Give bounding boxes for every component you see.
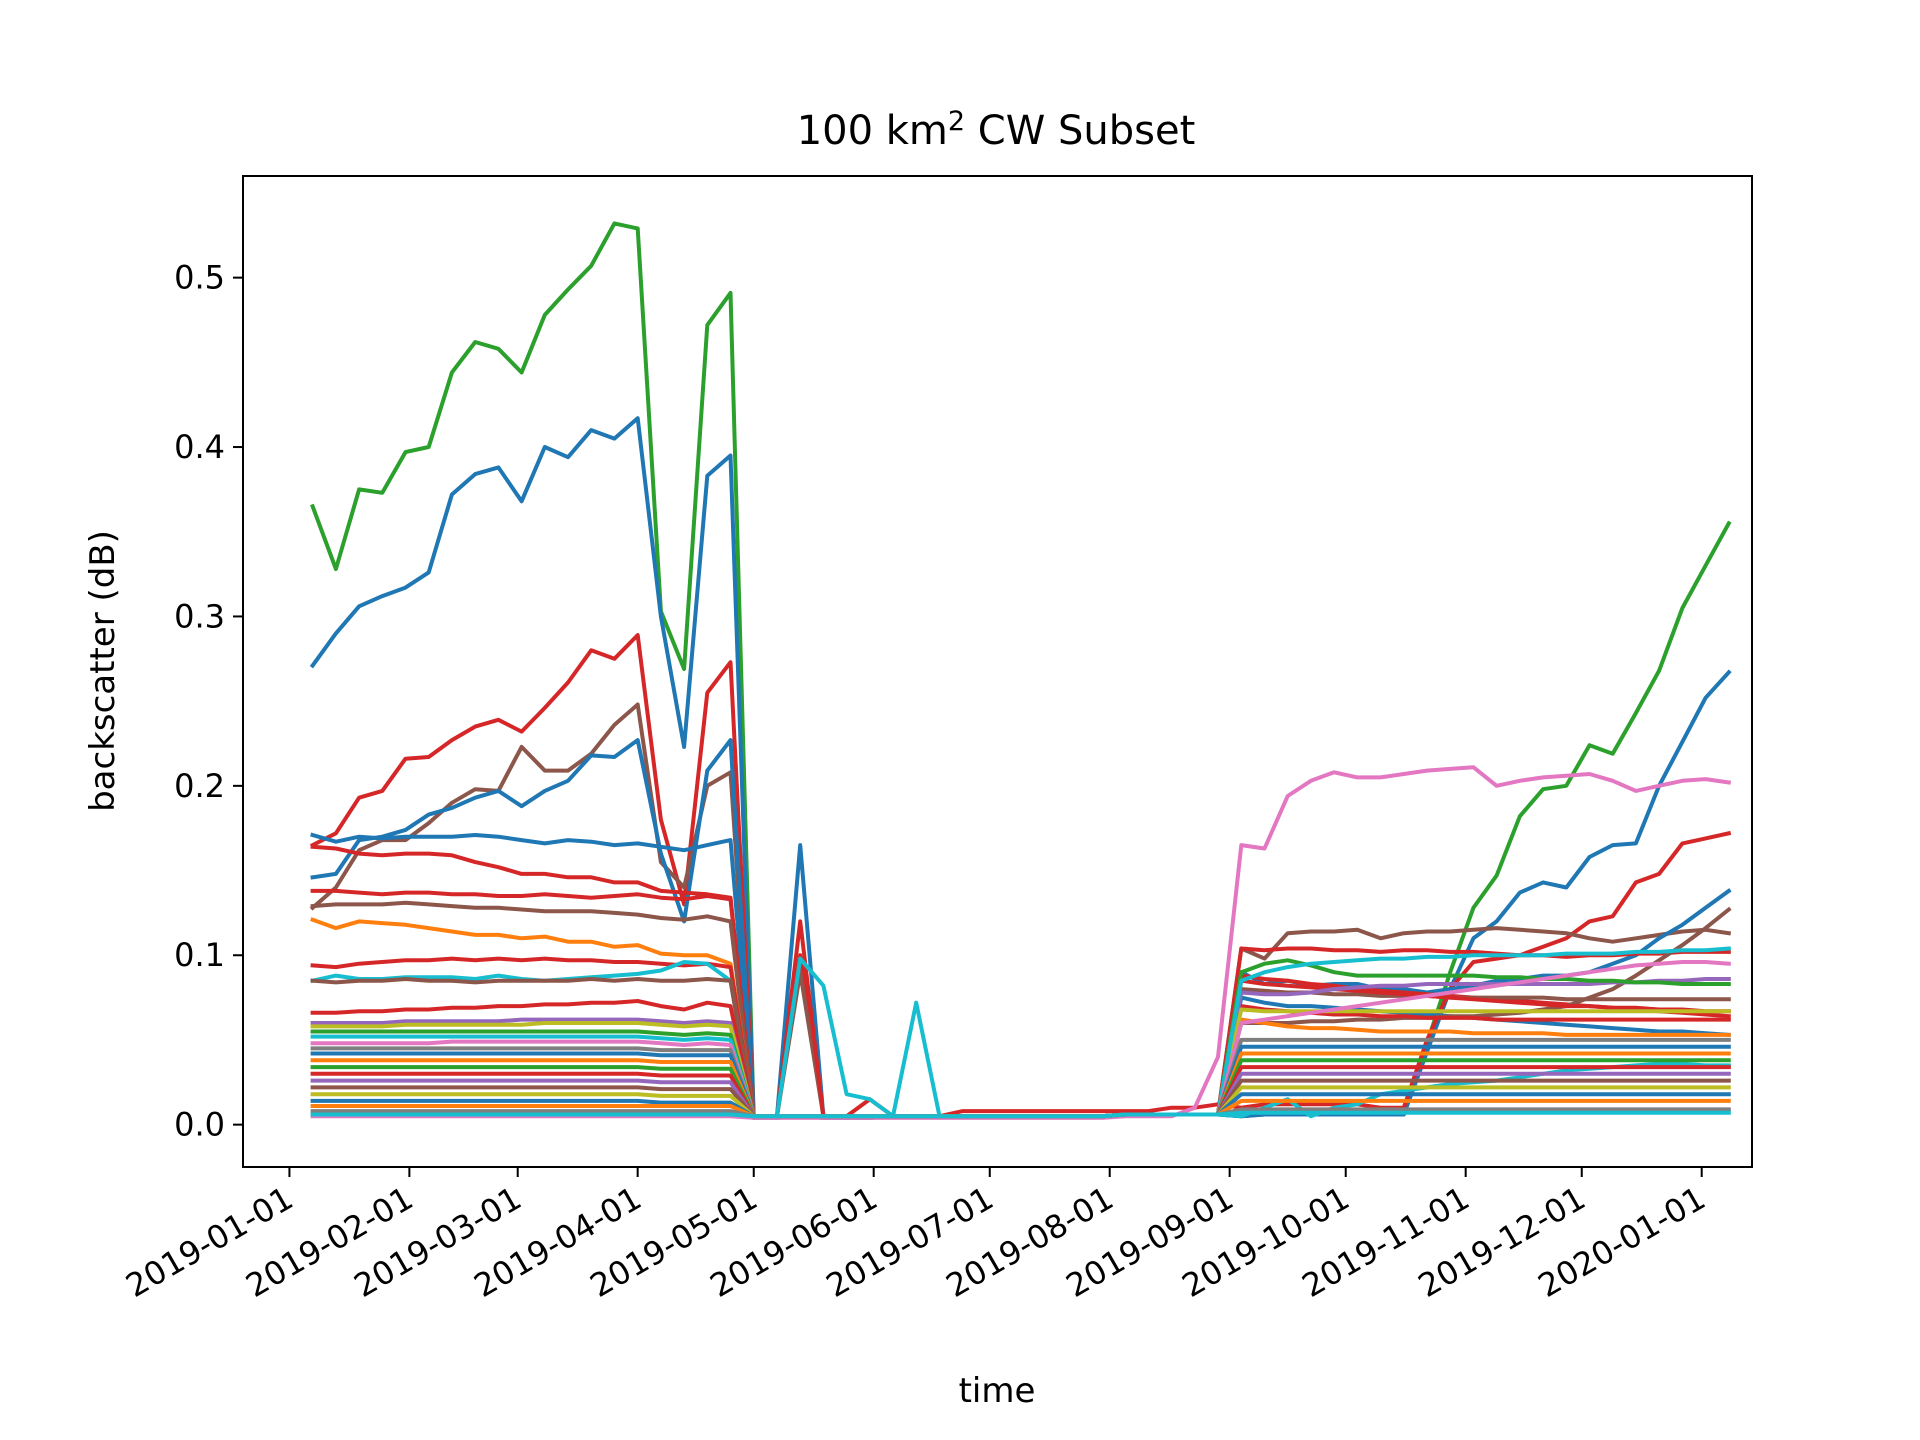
y-tick-label: 0.2 <box>174 767 225 805</box>
y-tick-label: 0.1 <box>174 936 225 974</box>
x-axis-label: time <box>959 1371 1036 1411</box>
series-line-3 <box>309 633 1732 1119</box>
series-line-32 <box>310 1110 1731 1119</box>
plot-area <box>242 175 1753 1168</box>
series-layer <box>309 221 1732 1120</box>
y-axis-label: backscatter (dB) <box>83 530 123 812</box>
y-tick-label: 0.4 <box>174 428 225 466</box>
y-tick-label: 0.3 <box>174 597 225 635</box>
y-tick-label: 0.5 <box>174 259 225 297</box>
axes-frame <box>242 175 1753 1168</box>
y-tick-label: 0.0 <box>174 1106 225 1144</box>
chart-title: 100 km2 CW Subset <box>797 106 1196 154</box>
y-axis: 0.0 0.1 0.2 0.3 0.4 0.5 <box>174 259 243 1144</box>
